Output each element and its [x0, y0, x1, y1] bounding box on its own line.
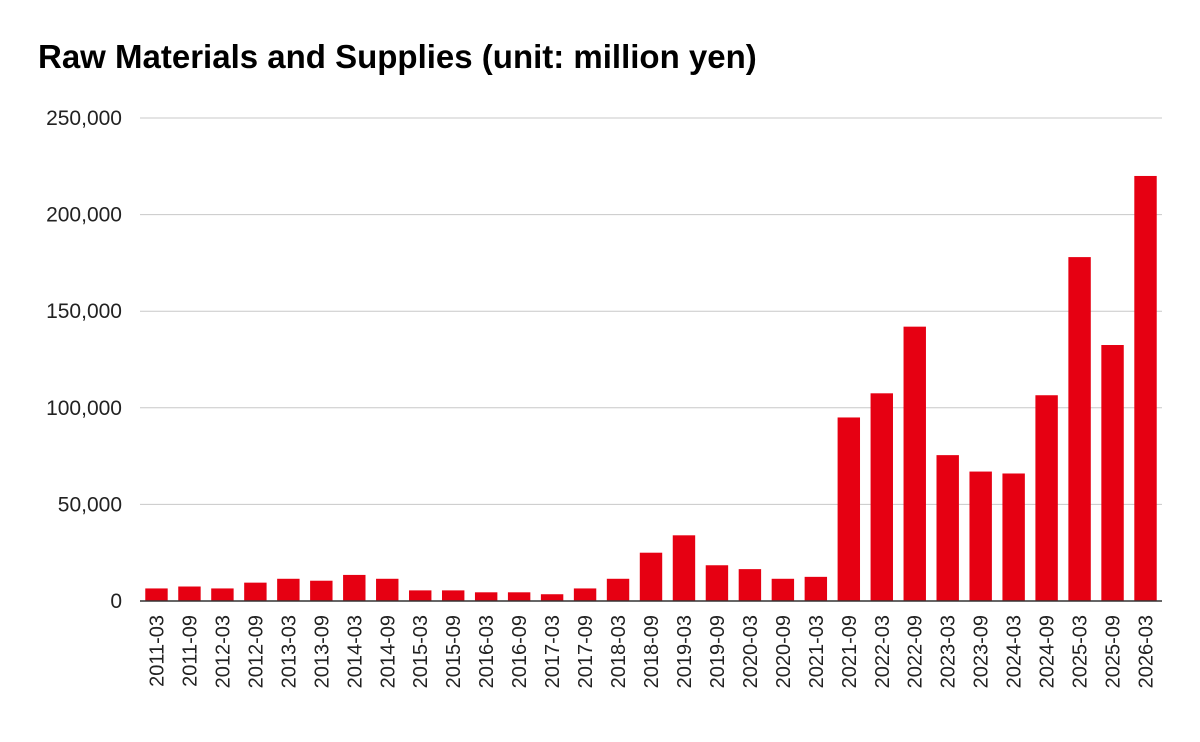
bar [376, 579, 398, 601]
bar [574, 588, 596, 601]
x-tick-label: 2012-03 [212, 615, 234, 688]
bar [673, 535, 695, 601]
x-tick-label: 2021-09 [839, 615, 861, 688]
bar [640, 553, 662, 601]
bar [1134, 176, 1156, 601]
x-tick-label: 2024-03 [1004, 615, 1026, 688]
bar [541, 594, 563, 601]
x-tick-label: 2023-03 [938, 615, 960, 688]
x-tick-label: 2020-09 [773, 615, 795, 688]
x-tick-label: 2025-09 [1103, 615, 1125, 688]
x-tick-label: 2024-09 [1037, 615, 1059, 688]
bar [607, 579, 629, 601]
bar [211, 588, 233, 601]
x-tick-label: 2025-03 [1070, 615, 1092, 688]
x-tick-label: 2019-03 [674, 615, 696, 688]
x-tick-label: 2026-03 [1136, 615, 1158, 688]
y-tick-label: 50,000 [58, 493, 122, 516]
bar [739, 569, 761, 601]
bar [871, 393, 893, 601]
x-tick-label: 2017-09 [575, 615, 597, 688]
x-tick-label: 2022-03 [872, 615, 894, 688]
x-tick-label: 2013-03 [278, 615, 300, 688]
x-tick-label: 2011-09 [179, 615, 201, 687]
x-tick-label: 2013-09 [311, 615, 333, 688]
bar [277, 579, 299, 601]
x-tick-label: 2015-03 [410, 615, 432, 688]
x-tick-label: 2016-03 [476, 615, 498, 688]
x-tick-label: 2021-03 [806, 615, 828, 688]
bar [508, 592, 530, 601]
bar [475, 592, 497, 601]
bar [145, 588, 167, 601]
x-tick-label: 2023-09 [971, 615, 993, 688]
x-tick-label: 2018-03 [608, 615, 630, 688]
y-axis-ticks: 0 50,000 100,000 150,000 200,000 250,000 [46, 107, 122, 613]
bar [1068, 257, 1090, 601]
grid-lines [140, 118, 1162, 504]
x-axis-ticks: 2011-03 2011-09 2012-03 2012-09 2013-03 2013-… [146, 615, 1157, 688]
y-tick-label: 0 [110, 590, 122, 613]
x-tick-label: 2017-03 [542, 615, 564, 688]
x-tick-label: 2016-09 [509, 615, 531, 688]
x-tick-label: 2015-09 [443, 615, 465, 688]
bar [1002, 473, 1024, 601]
y-tick-label: 200,000 [46, 204, 122, 227]
bar [1101, 345, 1123, 601]
bar [343, 575, 365, 601]
y-tick-label: 100,000 [46, 397, 122, 420]
y-tick-label: 150,000 [46, 300, 122, 323]
bars [145, 176, 1156, 601]
x-tick-label: 2022-09 [905, 615, 927, 688]
x-tick-label: 2014-09 [377, 615, 399, 688]
x-tick-label: 2012-09 [245, 615, 267, 688]
x-tick-label: 2019-09 [707, 615, 729, 688]
x-tick-label: 2020-03 [740, 615, 762, 688]
bar [937, 455, 959, 601]
bar [244, 583, 266, 601]
bar [772, 579, 794, 601]
bar [706, 565, 728, 601]
x-tick-label: 2011-03 [146, 615, 168, 687]
bar [1035, 395, 1057, 601]
bar [805, 577, 827, 601]
bar [409, 590, 431, 601]
bar [310, 581, 332, 601]
bar [969, 472, 991, 601]
x-tick-label: 2014-03 [344, 615, 366, 688]
bar [178, 587, 200, 601]
bar [442, 590, 464, 601]
x-tick-label: 2018-09 [641, 615, 663, 688]
y-tick-label: 250,000 [46, 107, 122, 130]
bar [904, 327, 926, 601]
bar [838, 417, 860, 601]
